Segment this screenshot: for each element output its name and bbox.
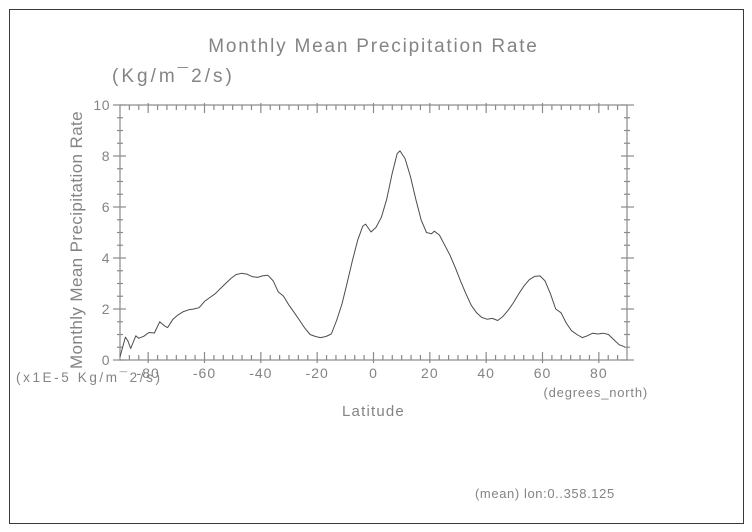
chart-title: Monthly Mean Precipitation Rate xyxy=(208,36,539,57)
x-tick-label: 40 xyxy=(477,365,495,381)
y-tick-label: 8 xyxy=(102,148,110,164)
x-axis-units-note: (degrees_north) xyxy=(543,385,648,400)
x-tick-label: 0 xyxy=(369,365,378,381)
plot-frame xyxy=(119,104,628,361)
x-tick-label: -20 xyxy=(306,365,329,381)
x-axis-title: Latitude xyxy=(342,403,405,420)
x-tick-label: -60 xyxy=(193,365,216,381)
y-tick-label: 0 xyxy=(102,352,110,368)
chart-units-subtitle: (Kg/m¯2/s) xyxy=(112,66,235,87)
precipitation-curve xyxy=(119,150,625,358)
y-tick-label: 4 xyxy=(102,250,110,266)
y-tick-label: 6 xyxy=(102,199,110,215)
x-tick-label: 60 xyxy=(534,365,552,381)
y-tick-label: 2 xyxy=(102,301,110,317)
y-tick-label: 10 xyxy=(93,97,110,113)
x-tick-label: -80 xyxy=(137,365,160,381)
x-tick-label: 20 xyxy=(421,365,439,381)
x-tick-label: 80 xyxy=(590,365,608,381)
footer-annotation: (mean) lon:0..358.125 xyxy=(475,486,615,501)
y-axis-scale-note: (x1E-5 Kg/m¯2/s) xyxy=(16,370,163,385)
x-tick-label: -40 xyxy=(249,365,272,381)
